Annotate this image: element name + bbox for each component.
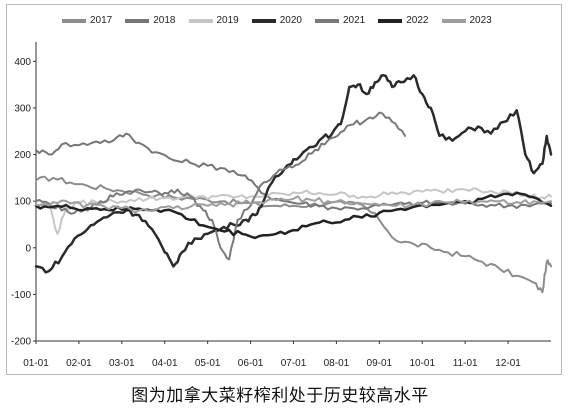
legend-swatch [378,18,403,23]
legend-item-2017: 2017 [62,15,112,26]
x-tick-label: 08-01 [324,358,350,369]
series-line-2021 [35,111,407,261]
legend-label: 2020 [279,15,302,26]
chart-legend: 2017 2018 2019 2020 2021 2022 2023 [62,15,492,26]
series-line-2017 [35,175,552,294]
x-tick-label: 05-01 [195,358,221,369]
x-tick-label: 01-01 [23,358,49,369]
x-tick-label: 06-01 [238,358,264,369]
legend-swatch [188,18,213,23]
y-tick-label: 400 [14,57,31,68]
legend-swatch [251,18,276,23]
x-tick-label: 12-01 [495,358,521,369]
y-tick-label: -200 [11,337,31,348]
legend-label: 2018 [153,15,176,26]
legend-item-2020: 2020 [251,15,302,26]
legend-label: 2021 [343,15,366,26]
legend-swatch [315,18,339,23]
x-tick-label: 09-01 [367,358,393,369]
series-line-2023 [35,195,552,214]
legend-item-2022: 2022 [378,15,429,26]
y-tick-label: 200 [14,150,31,161]
x-tick-label: 10-01 [409,358,435,369]
chart-frame [6,4,562,375]
x-tick-label: 11-01 [453,358,478,369]
legend-swatch [125,18,150,23]
series-line-2020 [34,74,553,274]
x-tick-label: 02-01 [66,358,92,369]
series-line-2019 [35,187,552,235]
line-chart: -200 -100 0 100 200 300 400 01-01 02-01 03-01 04-0… [11,42,553,369]
legend-label: 2022 [406,15,429,26]
x-tick-label: 07-01 [281,358,307,369]
y-tick-label: 300 [14,103,31,114]
y-tick-label: 100 [14,197,31,208]
legend-swatch [62,18,86,23]
legend-item-2019: 2019 [188,15,239,26]
legend-label: 2023 [469,15,492,26]
legend-swatch [441,18,466,23]
x-tick-label: 03-01 [109,358,135,369]
y-tick-label: 0 [25,243,31,254]
legend-label: 2019 [216,15,239,26]
y-tick-label: -100 [11,290,31,301]
figure-caption: 图为加拿大菜籽榨利处于历史较高水平 [131,386,429,406]
legend-item-2018: 2018 [125,15,176,26]
legend-item-2023: 2023 [441,15,492,26]
legend-label: 2017 [90,15,113,26]
legend-item-2021: 2021 [315,15,365,26]
x-tick-label: 04-01 [152,358,178,369]
